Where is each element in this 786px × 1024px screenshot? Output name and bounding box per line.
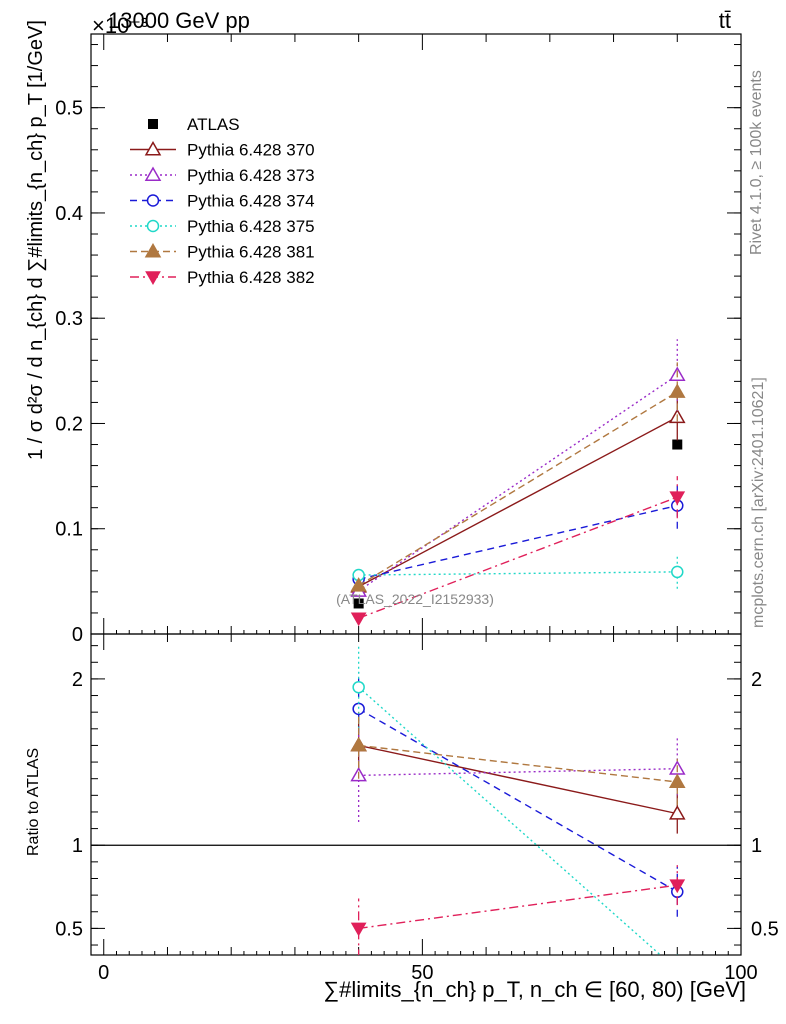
legend-label: ATLAS [187, 115, 240, 134]
ratio-panel-axes: 0.5 0.5 1 1 2 2 0 50 100 [55, 633, 779, 984]
data-point [668, 805, 686, 820]
series-line [358, 708, 678, 893]
legend: ATLAS Pythia 6.428 370 Pythia 6.428 373 Pyt… [130, 115, 315, 287]
legend-item: Pythia 6.428 381 [130, 243, 315, 262]
series-pythia-6-428-370 [350, 712, 686, 834]
main-panel-data [350, 339, 686, 627]
legend-label: Pythia 6.428 381 [187, 243, 315, 262]
x-axis-label: ∑#limits_{n_ch} p_T, n_ch ∈ [60, 80) [Ge… [323, 977, 746, 1002]
legend-item: Pythia 6.428 374 [130, 192, 315, 211]
legend-marker [145, 271, 161, 286]
process-label: tt̄ [719, 8, 731, 33]
data-point [353, 598, 364, 609]
series-pythia-6-428-382 [350, 865, 686, 955]
data-point [350, 577, 367, 592]
data-point [352, 680, 365, 694]
legend-item: ATLAS [148, 115, 240, 134]
legend-item: Pythia 6.428 373 [130, 166, 315, 185]
series-line [358, 391, 678, 587]
y-tick-label: 0 [72, 624, 83, 646]
y-tick-label: 1 [72, 835, 83, 857]
y-tick-label: 0.2 [55, 413, 83, 435]
y-tick-label-right: 2 [751, 669, 762, 691]
legend-marker [146, 219, 160, 233]
data-point [668, 773, 686, 789]
series-pythia-6-428-370 [350, 394, 686, 593]
series-pythia-6-428-374 [352, 672, 684, 917]
legend-label: Pythia 6.428 382 [187, 268, 315, 287]
analysis-watermark: (ATLAS_2022_I2152933) [336, 591, 494, 607]
legend-item: Pythia 6.428 370 [130, 141, 315, 160]
series-line [358, 504, 678, 580]
series-line [358, 744, 678, 815]
legend-label: Pythia 6.428 375 [187, 217, 315, 236]
legend-marker [146, 194, 160, 207]
data-point [672, 964, 683, 975]
y-tick-label: 0.3 [55, 308, 83, 330]
y-tick-label-right: 1 [751, 835, 762, 857]
series-line [358, 571, 678, 576]
mcplots-credit-label: mcplots.cern.ch [arXiv:2401.10621] [750, 377, 767, 628]
legend-marker [144, 166, 162, 181]
legend-marker [148, 119, 158, 129]
x-tick-label: 100 [724, 962, 757, 984]
legend-label: Pythia 6.428 373 [187, 166, 315, 185]
series-pythia-6-428-375 [352, 555, 684, 589]
y-tick-label: 2 [72, 669, 83, 691]
data-point [669, 879, 686, 894]
data-point [669, 491, 686, 506]
series-line [358, 768, 678, 777]
data-point [350, 922, 367, 937]
legend-item: Pythia 6.428 382 [130, 268, 315, 287]
ratio-axes-frame [90, 633, 742, 956]
y-tick-label-right: 0.5 [751, 918, 779, 940]
series-atlas [353, 439, 683, 609]
data-point [350, 612, 367, 627]
ratio-y-axis-label: Ratio to ATLAS [25, 748, 42, 856]
rivet-version-label: Rivet 4.1.0, ≥ 100k events [748, 70, 765, 255]
x-tick-label: 0 [98, 962, 109, 984]
x-tick-label: 50 [411, 962, 433, 984]
series-line [358, 374, 678, 592]
legend-label: Pythia 6.428 370 [187, 141, 315, 160]
exponent-label: ×10⁻³ [92, 13, 148, 38]
series-pythia-6-428-381 [350, 362, 686, 592]
y-tick-label: 0.1 [55, 519, 83, 541]
legend-marker [144, 242, 162, 258]
series-line [358, 416, 678, 588]
y-tick-label: 0.5 [55, 918, 83, 940]
series-pythia-6-428-375 [352, 645, 683, 975]
legend-marker [144, 140, 162, 156]
series-pythia-6-428-373 [350, 728, 686, 822]
data-point [672, 439, 683, 450]
legend-item: Pythia 6.428 375 [130, 217, 315, 236]
series-line [358, 884, 678, 930]
data-point [350, 736, 367, 752]
series-pythia-6-428-381 [350, 712, 686, 806]
series-line [358, 744, 678, 783]
series-pythia-6-428-373 [350, 339, 686, 597]
main-y-axis-label: 1 / σ d²σ / d n_{ch} d ∑#limits_{n_ch} p… [25, 20, 47, 460]
data-point [668, 383, 686, 398]
y-tick-label: 0.5 [55, 98, 83, 120]
energy-label: 13000 GeV pp [108, 8, 250, 33]
series-pythia-6-428-374 [352, 482, 684, 586]
series-pythia-6-428-382 [350, 476, 686, 627]
legend-label: Pythia 6.428 374 [187, 192, 315, 211]
ratio-panel-data [350, 645, 686, 975]
series-line [358, 686, 662, 955]
main-panel-axes: 0 0.1 0.2 0.3 0.4 0.5 [55, 33, 742, 646]
y-tick-label: 0.4 [55, 203, 83, 225]
data-point [671, 565, 684, 579]
